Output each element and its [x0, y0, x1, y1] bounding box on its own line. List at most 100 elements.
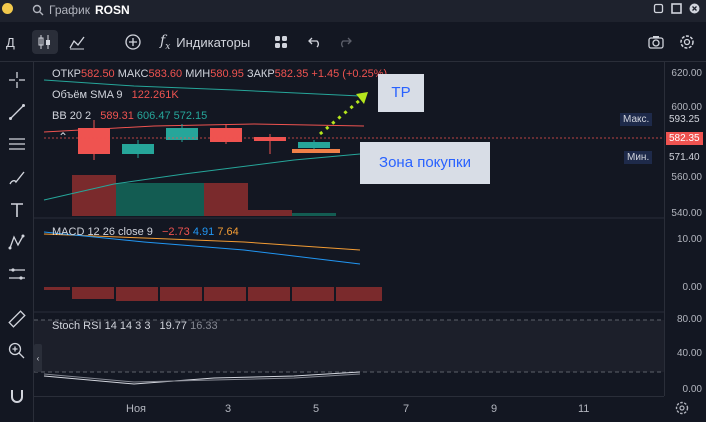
restore-icon[interactable]: [653, 3, 664, 14]
pattern-icon: [8, 234, 25, 250]
close-value: 582.35: [274, 68, 309, 80]
min-price-tag: 571.40: [666, 151, 703, 164]
volume-bar: [248, 210, 292, 216]
macd-line: [43, 231, 361, 265]
measure-tool[interactable]: [5, 307, 29, 331]
volume-legend[interactable]: Объём SMA 9 122.261K: [52, 89, 179, 101]
collapse-legend-icon[interactable]: ⌃: [58, 130, 69, 144]
macd-tick: 0.00: [682, 282, 702, 293]
bb-upper-value: 606.47: [136, 110, 171, 122]
candle: [254, 134, 286, 154]
low-value: 580.95: [210, 68, 244, 80]
high-value: 583.60: [148, 68, 183, 80]
compare-button[interactable]: [68, 30, 86, 54]
chart-type-button[interactable]: [32, 30, 58, 54]
magnet-icon: [11, 390, 23, 403]
price-axis[interactable]: 620.00 600.00 560.00 540.00 593.25 582.3…: [664, 62, 706, 396]
crosshair-icon: [9, 72, 25, 88]
tp-arrowhead: [356, 92, 368, 104]
max-price-label: Макс.: [620, 113, 653, 126]
ohlc-legend: ОТКР582.50 МАКС583.60 МИН580.95 ЗАКР582.…: [52, 68, 387, 80]
tp-annotation[interactable]: TP: [378, 74, 424, 112]
layouts-button[interactable]: [273, 30, 289, 54]
stoch-k-line: [43, 371, 361, 385]
plus-circle-icon: [125, 34, 141, 50]
redo-icon: [341, 37, 352, 48]
symbol-name[interactable]: ROSN: [95, 3, 130, 17]
time-axis[interactable]: Ноя 3 5 7 9 11: [34, 396, 664, 422]
redo-button[interactable]: [337, 30, 353, 54]
brush-tool[interactable]: [5, 166, 29, 190]
volume-bar: [292, 213, 336, 216]
high-label: МАКС: [117, 68, 149, 80]
macd-hist-value: −2.73: [161, 226, 190, 238]
search-icon[interactable]: [32, 4, 44, 16]
pane-collapse-handle[interactable]: ‹: [34, 344, 42, 372]
interval-button[interactable]: Д: [6, 30, 15, 54]
open-value: 582.50: [81, 68, 115, 80]
zoom-in-icon: [8, 342, 25, 359]
ruler-lines-icon: [9, 268, 25, 280]
prediction-tool[interactable]: [5, 262, 29, 286]
search-label[interactable]: График: [49, 3, 90, 17]
stoch-legend[interactable]: Stoch RSI 14 14 3 3 19.77 16.33: [52, 320, 218, 332]
time-tick: Ноя: [126, 403, 147, 415]
stoch-d-line: [43, 373, 361, 383]
close-icon[interactable]: [689, 3, 700, 14]
undo-icon: [308, 37, 319, 48]
buy-zone-annotation[interactable]: Зона покупки: [360, 142, 490, 184]
close-label: ЗАКР: [246, 68, 275, 80]
trend-line-tool[interactable]: [5, 100, 29, 124]
undo-button[interactable]: [307, 30, 323, 54]
time-tick: 7: [403, 403, 410, 415]
price-tick: 600.00: [671, 102, 702, 113]
indicators-button[interactable]: fx Индикаторы: [160, 30, 250, 54]
volume-label: Объём SMA 9: [52, 89, 123, 101]
open-label: ОТКР: [52, 68, 82, 80]
stoch-band-background: [34, 320, 664, 372]
macd-histogram: [44, 287, 382, 301]
maximize-icon[interactable]: [671, 3, 682, 14]
candle: [166, 124, 198, 142]
macd-value: 4.91: [192, 226, 215, 238]
grid-icon: [275, 36, 287, 48]
time-tick: 3: [225, 403, 232, 415]
current-price-tag: 582.35: [666, 132, 703, 145]
axis-settings-button[interactable]: [674, 400, 690, 421]
volume-bar: [72, 175, 116, 216]
stoch-tick: 80.00: [676, 314, 702, 325]
fx-icon: fx: [160, 32, 171, 52]
bb-upper-band: [43, 79, 361, 97]
area-chart-icon: [69, 36, 85, 50]
crosshair-tool[interactable]: [5, 68, 29, 92]
settings-button[interactable]: [678, 30, 696, 54]
pattern-tool[interactable]: [5, 230, 29, 254]
macd-legend[interactable]: MACD 12 26 close 9 −2.73 4.91 7.64: [52, 226, 239, 238]
bb-lower-value: 572.15: [173, 110, 208, 122]
chart-area[interactable]: ОТКР582.50 МАКС583.60 МИН580.95 ЗАКР582.…: [34, 62, 664, 396]
ruler-icon: [8, 310, 26, 328]
volume-value: 122.261K: [131, 89, 179, 101]
drawing-toolbar: [0, 62, 34, 422]
bb-legend[interactable]: BB 20 2 589.31 606.47 572.15: [52, 110, 207, 122]
window-status-dot: [2, 3, 13, 14]
fib-tool[interactable]: [5, 132, 29, 156]
volume-bar: [160, 183, 204, 216]
candles-icon: [38, 35, 50, 49]
stoch-tick: 40.00: [676, 348, 702, 359]
gear-icon: [680, 35, 694, 49]
stoch-d-value: 16.33: [190, 320, 218, 332]
time-tick: 5: [313, 403, 320, 415]
bb-lower-band: [43, 153, 361, 201]
gear-icon: [675, 401, 689, 415]
magnet-tool[interactable]: [5, 384, 29, 408]
candle: [78, 120, 110, 160]
text-tool[interactable]: [5, 198, 29, 222]
snapshot-button[interactable]: [647, 30, 665, 54]
zoom-tool[interactable]: [5, 339, 29, 363]
add-symbol-button[interactable]: [124, 30, 142, 54]
candle: [210, 124, 242, 144]
bb-basis-value: 589.31: [100, 110, 134, 122]
interval-label: Д: [6, 34, 15, 50]
trend-line-icon: [9, 104, 25, 120]
